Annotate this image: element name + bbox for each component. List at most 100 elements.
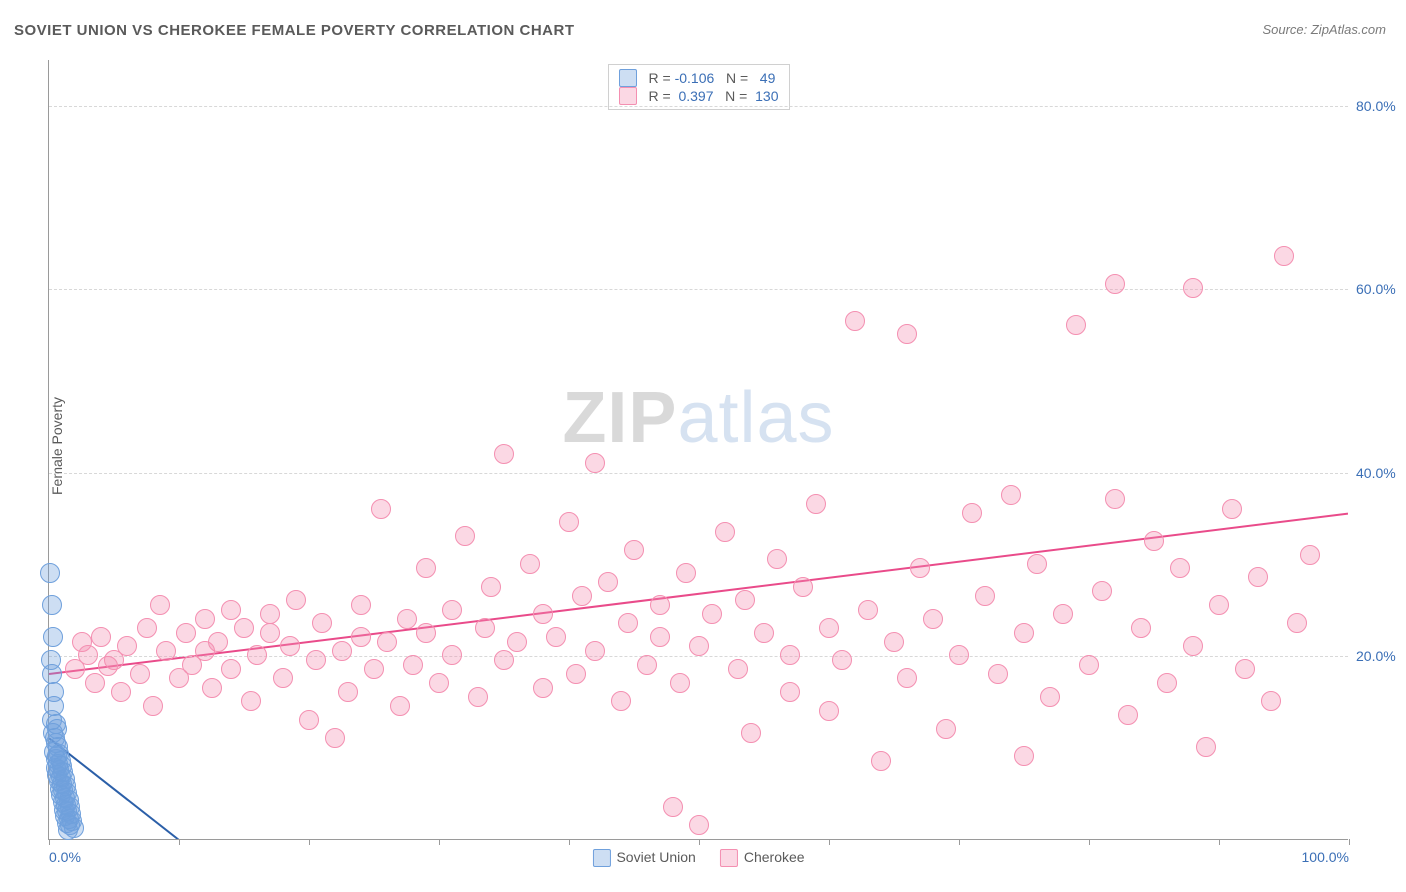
x-tick-mark bbox=[829, 839, 830, 845]
data-point-cherokee bbox=[1183, 636, 1203, 656]
x-tick-mark bbox=[1349, 839, 1350, 845]
data-point-cherokee bbox=[111, 682, 131, 702]
gridline-h bbox=[49, 106, 1348, 107]
data-point-cherokee bbox=[735, 590, 755, 610]
data-point-cherokee bbox=[585, 453, 605, 473]
x-tick-mark bbox=[49, 839, 50, 845]
data-point-cherokee bbox=[247, 645, 267, 665]
data-point-cherokee bbox=[442, 645, 462, 665]
series-legend-item-cherokee: Cherokee bbox=[720, 849, 805, 867]
legend-text-cherokee: R = 0.397 N = 130 bbox=[649, 88, 779, 104]
data-point-cherokee bbox=[1209, 595, 1229, 615]
data-point-cherokee bbox=[780, 645, 800, 665]
source-prefix: Source: bbox=[1262, 22, 1310, 37]
data-point-cherokee bbox=[923, 609, 943, 629]
data-point-cherokee bbox=[1066, 315, 1086, 335]
data-point-cherokee bbox=[624, 540, 644, 560]
data-point-cherokee bbox=[117, 636, 137, 656]
data-point-cherokee bbox=[572, 586, 592, 606]
data-point-cherokee bbox=[806, 494, 826, 514]
data-point-cherokee bbox=[858, 600, 878, 620]
data-point-cherokee bbox=[241, 691, 261, 711]
data-point-cherokee bbox=[533, 678, 553, 698]
data-point-cherokee bbox=[371, 499, 391, 519]
data-point-cherokee bbox=[650, 595, 670, 615]
data-point-cherokee bbox=[1118, 705, 1138, 725]
data-point-cherokee bbox=[741, 723, 761, 743]
data-point-cherokee bbox=[403, 655, 423, 675]
x-tick-mark bbox=[179, 839, 180, 845]
data-point-cherokee bbox=[143, 696, 163, 716]
gridline-h bbox=[49, 473, 1348, 474]
data-point-cherokee bbox=[1183, 278, 1203, 298]
data-point-cherokee bbox=[1040, 687, 1060, 707]
data-point-cherokee bbox=[156, 641, 176, 661]
data-point-cherokee bbox=[1105, 489, 1125, 509]
data-point-cherokee bbox=[1001, 485, 1021, 505]
data-point-cherokee bbox=[819, 701, 839, 721]
data-point-cherokee bbox=[481, 577, 501, 597]
series-legend: Soviet Union Cherokee bbox=[592, 849, 804, 867]
data-point-cherokee bbox=[1196, 737, 1216, 757]
data-point-cherokee bbox=[767, 549, 787, 569]
legend-text-soviet_union: R = -0.106 N = 49 bbox=[649, 70, 776, 86]
watermark-part-b: atlas bbox=[677, 378, 834, 458]
data-point-cherokee bbox=[442, 600, 462, 620]
data-point-cherokee bbox=[137, 618, 157, 638]
data-point-cherokee bbox=[1287, 613, 1307, 633]
data-point-soviet_union bbox=[42, 664, 62, 684]
data-point-cherokee bbox=[1014, 746, 1034, 766]
data-point-cherokee bbox=[1157, 673, 1177, 693]
data-point-cherokee bbox=[520, 554, 540, 574]
data-point-cherokee bbox=[1170, 558, 1190, 578]
data-point-cherokee bbox=[351, 627, 371, 647]
gridline-h bbox=[49, 289, 1348, 290]
data-point-cherokee bbox=[871, 751, 891, 771]
data-point-cherokee bbox=[299, 710, 319, 730]
data-point-cherokee bbox=[416, 558, 436, 578]
data-point-cherokee bbox=[689, 636, 709, 656]
watermark-part-a: ZIP bbox=[562, 378, 677, 458]
data-point-cherokee bbox=[98, 656, 118, 676]
x-tick-label: 100.0% bbox=[1302, 849, 1349, 865]
data-point-cherokee bbox=[611, 691, 631, 711]
x-tick-mark bbox=[309, 839, 310, 845]
data-point-cherokee bbox=[728, 659, 748, 679]
data-point-cherokee bbox=[325, 728, 345, 748]
series-legend-item-soviet_union: Soviet Union bbox=[592, 849, 695, 867]
data-point-cherokee bbox=[819, 618, 839, 638]
legend-swatch-soviet_union bbox=[619, 69, 637, 87]
source-link[interactable]: ZipAtlas.com bbox=[1311, 22, 1386, 37]
data-point-cherokee bbox=[1014, 623, 1034, 643]
data-point-cherokee bbox=[150, 595, 170, 615]
data-point-cherokee bbox=[234, 618, 254, 638]
y-tick-label: 60.0% bbox=[1356, 281, 1406, 297]
x-tick-label: 0.0% bbox=[49, 849, 81, 865]
data-point-cherokee bbox=[949, 645, 969, 665]
data-point-soviet_union bbox=[42, 595, 62, 615]
data-point-cherokee bbox=[1235, 659, 1255, 679]
data-point-cherokee bbox=[306, 650, 326, 670]
y-tick-label: 40.0% bbox=[1356, 465, 1406, 481]
data-point-cherokee bbox=[416, 623, 436, 643]
data-point-cherokee bbox=[507, 632, 527, 652]
series-label-soviet_union: Soviet Union bbox=[616, 849, 695, 865]
data-point-cherokee bbox=[689, 815, 709, 835]
x-tick-mark bbox=[569, 839, 570, 845]
data-point-cherokee bbox=[1027, 554, 1047, 574]
data-point-cherokee bbox=[1248, 567, 1268, 587]
data-point-cherokee bbox=[351, 595, 371, 615]
data-point-cherokee bbox=[936, 719, 956, 739]
data-point-soviet_union bbox=[40, 563, 60, 583]
data-point-cherokee bbox=[494, 650, 514, 670]
data-point-cherokee bbox=[832, 650, 852, 670]
data-point-cherokee bbox=[533, 604, 553, 624]
gridline-h bbox=[49, 656, 1348, 657]
data-point-cherokee bbox=[754, 623, 774, 643]
x-tick-mark bbox=[1219, 839, 1220, 845]
data-point-soviet_union bbox=[43, 627, 63, 647]
data-point-cherokee bbox=[332, 641, 352, 661]
chart-title: SOVIET UNION VS CHEROKEE FEMALE POVERTY … bbox=[14, 22, 575, 39]
data-point-cherokee bbox=[494, 444, 514, 464]
data-point-soviet_union bbox=[58, 820, 78, 840]
